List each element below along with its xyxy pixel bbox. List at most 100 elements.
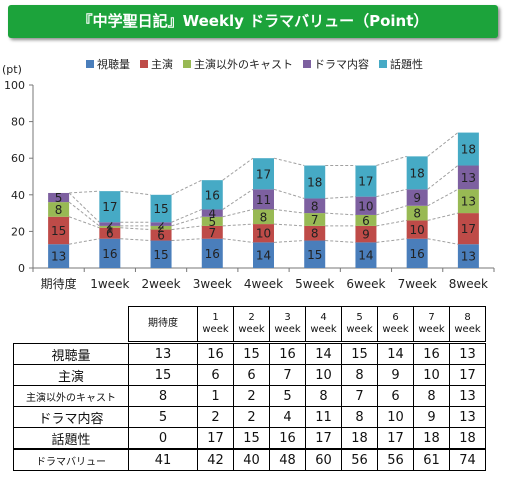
column-header-line: 4 (320, 312, 327, 323)
table-cell: 56 (341, 448, 378, 471)
bar-segment (304, 225, 326, 241)
data-label: 8 (55, 203, 63, 217)
table-cell: 13 (128, 343, 198, 365)
column-header-line: week (346, 324, 373, 335)
bar-segment (355, 165, 377, 197)
table-cell: 9 (413, 406, 450, 428)
table-cell: 2 (197, 406, 234, 428)
bar-segment (201, 180, 223, 210)
row-label: 視聴量 (13, 343, 129, 365)
column-header-line: 2 (248, 312, 255, 323)
series-connector-line (427, 165, 459, 190)
bar-segment (150, 194, 172, 223)
table-cell: 8 (305, 385, 342, 407)
bar-segment (355, 225, 377, 243)
series-connector-line (376, 188, 407, 198)
data-label: 16 (205, 188, 220, 202)
y-tick-label: 100 (4, 79, 25, 92)
bar-segment (304, 213, 326, 226)
table-cell: 40 (233, 448, 270, 471)
data-label: 18 (410, 166, 425, 180)
bar-segment (48, 192, 70, 203)
data-label: 6 (362, 214, 370, 228)
legend-label: ドラマ内容 (314, 58, 369, 71)
data-label: 18 (461, 143, 476, 157)
table-cell: 2 (233, 406, 270, 428)
series-connector-line (427, 132, 459, 157)
series-connector-line (222, 223, 254, 227)
data-table: 視聴量 13 16 15 16 14 15 14 16 13 主演 15 6 6 7 10 8 9 10 17 主演以外… (13, 343, 486, 471)
bar-segment (304, 165, 326, 199)
bar-segment (48, 202, 70, 217)
bar-segment (406, 220, 428, 239)
column-header: 2 week (233, 306, 270, 342)
row-label: ドラマバリュー (13, 448, 129, 471)
y-tick-label: 80 (11, 116, 25, 129)
table-row: ドラマ内容 5 2 2 4 11 8 10 9 13 (13, 406, 486, 428)
table-cell: 48 (269, 448, 306, 471)
table-cell: 18 (341, 427, 378, 450)
series-connector-line (69, 238, 100, 245)
column-header: 8 week (449, 306, 486, 342)
data-label: 8 (311, 227, 319, 241)
x-tick-label: 2week (141, 277, 180, 291)
data-label: 17 (461, 222, 476, 236)
column-header: 7 week (413, 306, 450, 342)
x-tick-label: 5week (295, 277, 334, 291)
data-label: 8 (260, 210, 268, 224)
series-connector-line (222, 238, 254, 243)
series-connector-line (120, 227, 151, 231)
bar-segment (150, 229, 172, 241)
data-label: 5 (208, 215, 216, 229)
table-cell: 8 (341, 364, 378, 386)
series-connector-line (171, 208, 202, 223)
series-connector-line (427, 238, 458, 245)
column-header: 6 week (377, 306, 414, 342)
table-row: 主演以外のキャスト 8 1 2 5 8 7 6 8 13 (13, 385, 486, 407)
bar-segment (99, 191, 121, 223)
table-cell: 5 (269, 385, 306, 407)
bar-segment (150, 240, 172, 268)
data-label: 16 (102, 247, 117, 261)
data-label: 7 (208, 226, 216, 240)
data-label: 14 (358, 249, 373, 263)
column-header-line: 6 (392, 312, 399, 323)
legend-item: 視聴量 (86, 56, 130, 72)
column-header-line: week (310, 324, 337, 335)
series-connector-line (171, 216, 202, 227)
y-tick-label: 0 (18, 262, 25, 275)
table-cell: 56 (377, 448, 414, 471)
column-header-line: week (274, 324, 301, 335)
table-cell: 6 (233, 364, 270, 386)
series-connector-line (222, 188, 254, 210)
title-banner: 『中学聖日記』Weekly ドラマバリュー（Point） (8, 5, 498, 38)
table-cell: 13 (449, 343, 486, 365)
bar-segment (457, 165, 479, 190)
series-connector-line (222, 157, 254, 181)
column-header-line: 7 (428, 312, 435, 323)
row-label: 主演以外のキャスト (13, 385, 129, 407)
bar-segment (304, 240, 326, 268)
column-header-line: week (382, 324, 409, 335)
legend-label: 主演 (151, 58, 173, 71)
table-cell: 17 (377, 427, 414, 450)
y-tick-label: 60 (11, 152, 25, 165)
bar-segment (99, 222, 121, 226)
table-cell: 14 (305, 343, 342, 365)
series-connector-line (171, 179, 202, 196)
column-header: 5 week (341, 306, 378, 342)
x-tick-label: 6week (346, 277, 385, 291)
data-label: 6 (106, 227, 114, 241)
data-label: 9 (362, 228, 370, 242)
data-label: 2 (157, 218, 165, 232)
x-tick-label: 1week (90, 277, 129, 291)
bar-segment (406, 238, 428, 268)
data-label: 17 (102, 200, 117, 214)
data-label: 17 (358, 175, 373, 189)
table-cell: 15 (233, 427, 270, 450)
bar-segment (457, 244, 479, 268)
bar-segment (355, 196, 377, 215)
bar-segment (253, 224, 274, 243)
table-cell: 7 (341, 385, 378, 407)
table-cell: 2 (233, 385, 270, 407)
